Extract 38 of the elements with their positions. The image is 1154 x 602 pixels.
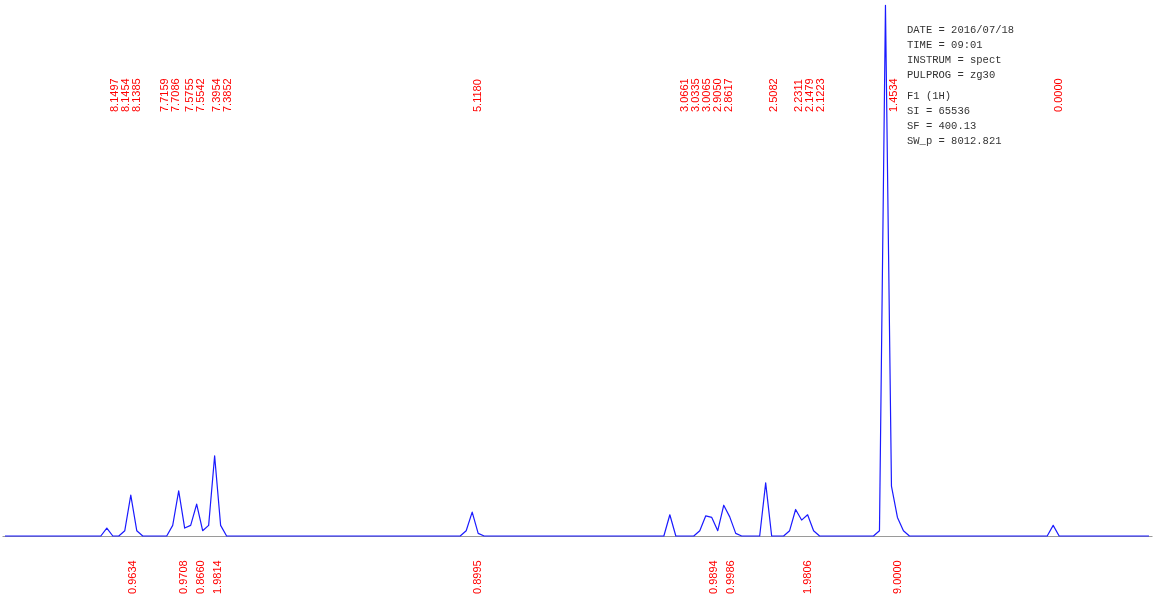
annotation: SI = 65536 [907,105,971,117]
annotation: SW_p = 8012.821 [907,135,1002,147]
annotation: INSTRUM = spect [907,54,1002,66]
text: 1.9814 [211,560,223,594]
annotation: 7.7086 [169,78,181,112]
annotation: 2.2311 [792,79,804,112]
annotation: 1.4534 [887,78,899,112]
annotation: 7.5755 [183,78,195,112]
annotation: 3.0065 [700,78,712,112]
annotation: 2.1479 [803,78,815,112]
text: 0.9894 [707,560,719,594]
annotation: 3.0335 [689,78,701,112]
annotation: 2.9050 [711,78,723,112]
text: 0.8995 [471,560,483,594]
annotation: 2.8617 [722,78,734,112]
text: 1.9806 [801,560,813,594]
annotation: 7.3852 [221,78,233,112]
annotation: 8.1385 [130,78,142,112]
annotation: 8.1497 [108,78,120,112]
text: 0.9634 [126,560,138,594]
annotation: F1 (1H) [907,90,952,102]
annotation: 7.3954 [210,78,222,112]
annotation: DATE = 2016/07/18 [907,24,1015,36]
annotation: TIME = 09:01 [907,39,983,51]
annotation: 5.1180 [471,79,483,112]
text: 0.9708 [177,560,189,594]
text: 0.9986 [724,560,736,594]
annotation: 7.7159 [158,78,170,112]
annotation: 7.5542 [194,78,206,112]
text: 0.8660 [194,560,206,594]
annotation: 3.0661 [678,78,690,112]
annotation: 0.0000 [1052,78,1064,112]
annotation: PULPROG = zg30 [907,69,996,81]
annotation: 2.1223 [814,78,826,112]
annotation: SF = 400.13 [907,120,977,132]
annotation: 8.1454 [119,78,131,112]
text: 9.0000 [891,560,903,594]
annotation: 2.5082 [767,78,779,112]
